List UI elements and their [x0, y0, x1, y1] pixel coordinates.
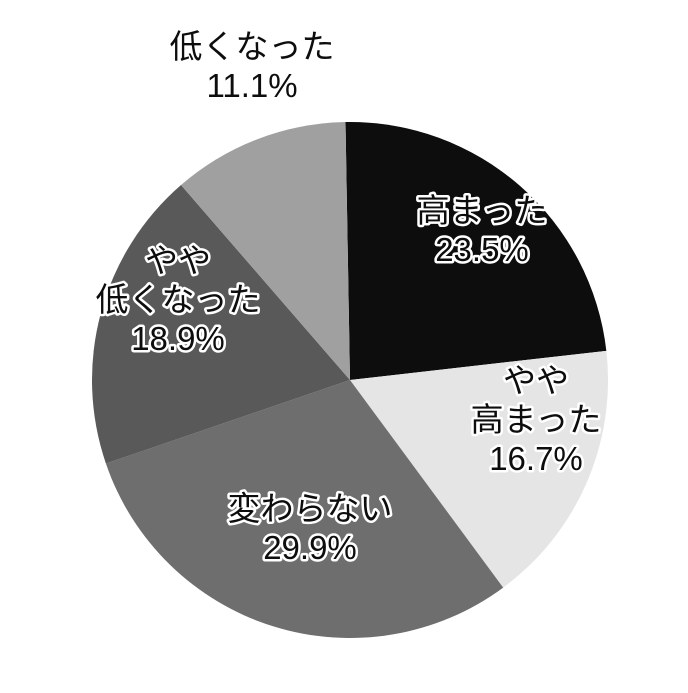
pie-chart: 高まった23.5%高まった23.5%やや高まった16.7%やや高まった16.7%…: [0, 0, 688, 693]
